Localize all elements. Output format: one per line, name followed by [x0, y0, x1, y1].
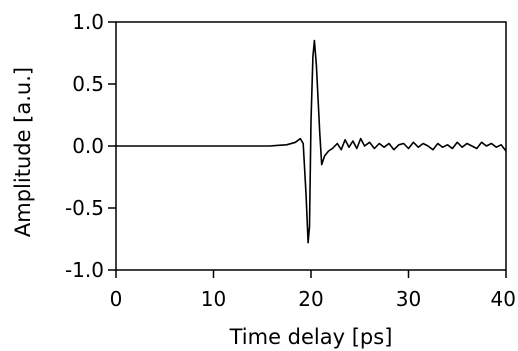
- x-tick-label: 10: [201, 287, 226, 311]
- x-tick-label: 40: [491, 287, 516, 311]
- x-tick-label: 30: [396, 287, 421, 311]
- y-tick-label: -1.0: [65, 258, 104, 282]
- y-tick-label: 0.5: [72, 72, 104, 96]
- series-line: [116, 39, 507, 244]
- x-tick-label: 20: [298, 287, 323, 311]
- x-tick-label: 0: [110, 287, 123, 311]
- y-tick-label: 0.0: [72, 134, 104, 158]
- x-axis-ticks: 0 10 20 30 40: [110, 270, 516, 311]
- x-axis-label: Time delay [ps]: [229, 325, 393, 349]
- y-tick-label: -0.5: [65, 196, 104, 220]
- y-axis-label: Amplitude [a.u.]: [11, 67, 35, 237]
- y-tick-label: 1.0: [72, 10, 104, 34]
- y-axis-ticks: 1.0 0.5 0.0 -0.5 -1.0: [65, 10, 116, 282]
